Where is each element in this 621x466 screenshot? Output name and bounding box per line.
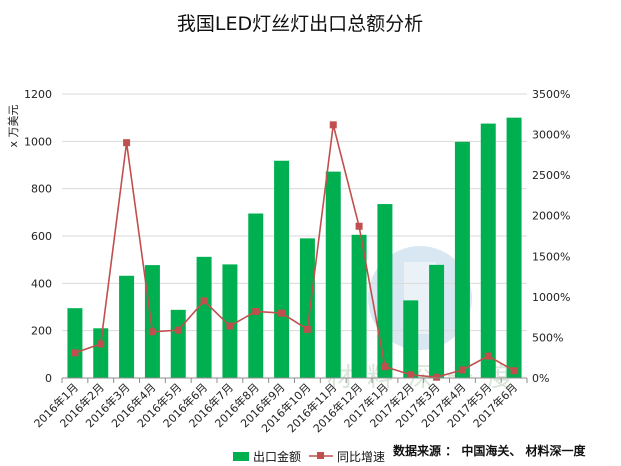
bar bbox=[429, 264, 445, 378]
bar bbox=[454, 141, 470, 378]
bar bbox=[170, 309, 186, 378]
line-point bbox=[148, 328, 156, 336]
right-tick-label: 1000% bbox=[532, 291, 570, 304]
legend-label-bar: 出口金额 bbox=[253, 449, 301, 464]
growth-line bbox=[74, 124, 515, 378]
right-tick-label: 500% bbox=[532, 331, 563, 344]
left-tick-label: 400 bbox=[31, 277, 52, 290]
line-point bbox=[252, 307, 260, 315]
legend-swatch-bar bbox=[233, 452, 249, 461]
bar bbox=[119, 275, 135, 378]
left-tick-label: 1000 bbox=[24, 135, 52, 148]
line-point bbox=[174, 326, 182, 334]
line-point bbox=[381, 363, 389, 371]
bar bbox=[403, 300, 419, 378]
bar bbox=[351, 234, 367, 378]
axes bbox=[61, 377, 528, 383]
chart-title: 我国LED灯丝灯出口总额分析 bbox=[177, 13, 423, 35]
right-tick-label: 0% bbox=[532, 372, 549, 385]
bar bbox=[196, 256, 212, 378]
bar bbox=[144, 265, 160, 378]
bar-series bbox=[67, 117, 522, 379]
right-tick-label: 1500% bbox=[532, 250, 570, 263]
bar bbox=[93, 328, 109, 378]
legend-label-line: 同比增速 bbox=[337, 450, 385, 464]
left-tick-label: 600 bbox=[31, 230, 52, 243]
bar bbox=[222, 264, 238, 378]
right-tick-label: 3000% bbox=[532, 129, 570, 142]
right-tick-label: 2500% bbox=[532, 169, 570, 182]
left-axis-ticks: 0 200 400 600 800 1000 1200 bbox=[24, 88, 52, 385]
line-point bbox=[329, 121, 337, 129]
line-point bbox=[278, 309, 286, 317]
left-tick-label: 1200 bbox=[24, 88, 52, 101]
line-point bbox=[303, 325, 311, 333]
bar bbox=[506, 117, 522, 379]
line-point bbox=[123, 139, 131, 147]
line-point bbox=[484, 352, 492, 360]
line-point bbox=[433, 373, 441, 381]
bar bbox=[248, 213, 264, 378]
line-point bbox=[458, 366, 466, 374]
line-point bbox=[407, 371, 415, 379]
bar bbox=[274, 160, 290, 378]
right-axis-ticks: 0% 500% 1000% 1500% 2000% 2500% 3000% 3500% bbox=[532, 88, 570, 385]
legend-swatch-marker bbox=[317, 452, 324, 459]
legend: 出口金额 同比增速 bbox=[233, 449, 385, 464]
left-tick-label: 0 bbox=[45, 372, 52, 385]
left-tick-label: 800 bbox=[31, 183, 52, 196]
line-point bbox=[226, 322, 234, 330]
line-series bbox=[71, 121, 518, 381]
bar bbox=[480, 123, 496, 378]
y-axis-label: x 万美元 bbox=[7, 104, 20, 147]
left-tick-label: 200 bbox=[31, 325, 52, 338]
line-point bbox=[510, 367, 518, 375]
right-tick-label: 2000% bbox=[532, 210, 570, 223]
line-point bbox=[97, 340, 105, 348]
bar bbox=[325, 171, 341, 378]
watermark-circle bbox=[368, 246, 472, 350]
bar bbox=[299, 238, 315, 378]
bar bbox=[377, 204, 393, 378]
line-point bbox=[71, 349, 79, 357]
right-tick-label: 3500% bbox=[532, 88, 570, 101]
bar bbox=[67, 308, 83, 378]
line-point bbox=[355, 222, 363, 230]
line-point bbox=[200, 297, 208, 305]
source-text: 数据来源 ： 中国海关、 材料深一度 bbox=[393, 443, 587, 458]
